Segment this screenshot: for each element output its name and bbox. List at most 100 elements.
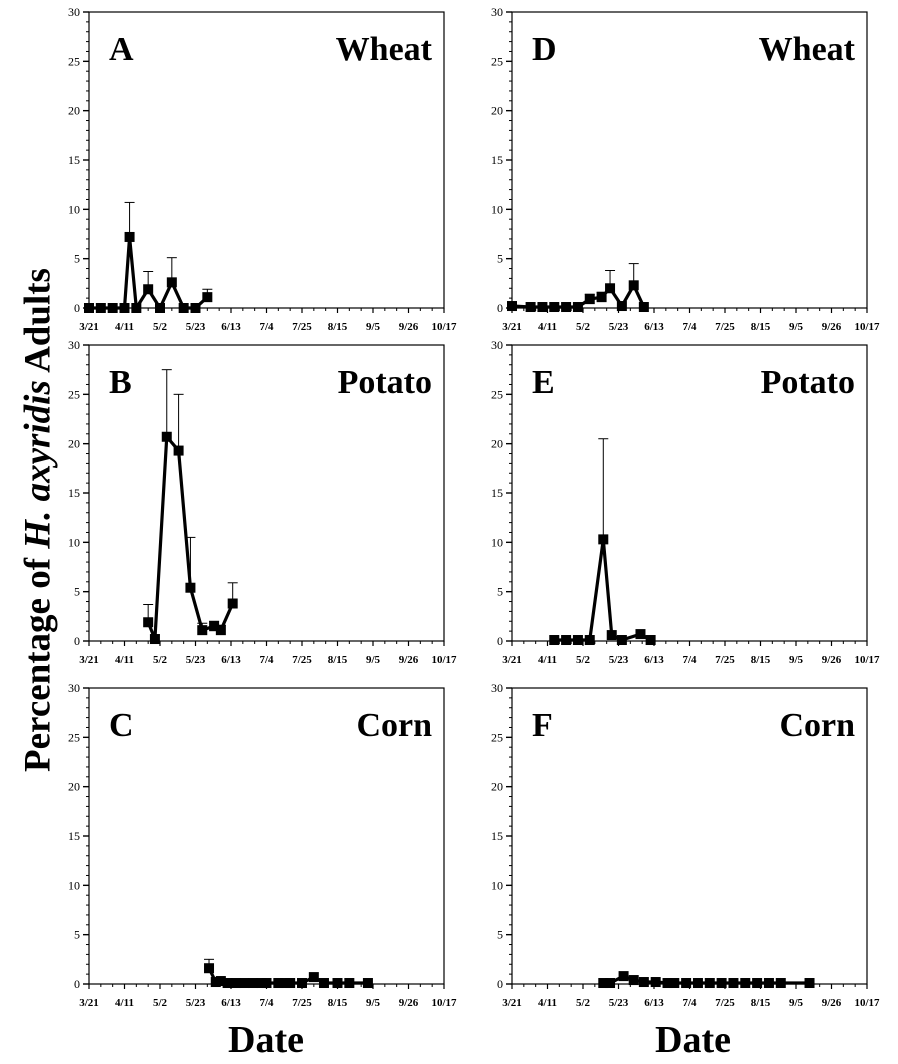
y-tick-label: 0: [497, 634, 503, 648]
x-tick-label: 5/23: [186, 654, 206, 666]
data-point: [173, 445, 184, 456]
x-tick-label: 6/13: [644, 654, 664, 666]
data-point: [204, 963, 215, 974]
panel-a: 0 5 10 15 20 25 30 3/21 4/11 5/2 5/23 6/13 7/4 7/25 8/…: [68, 5, 457, 333]
x-tick-label: 7/25: [292, 997, 312, 1009]
panel-d: 0 5 10 15 20 25 30 3/21 4/11 5/2 5/23 6/13 7/4 7/25 8/…: [491, 5, 880, 333]
y-tick-label: 5: [497, 585, 503, 599]
x-tick-label: 9/26: [822, 321, 842, 333]
x-tick-label: 9/5: [366, 654, 381, 666]
panel-letter: C: [109, 707, 134, 744]
x-tick-label: 4/11: [538, 997, 557, 1009]
y-tick-label: 30: [68, 338, 80, 352]
x-tick-label: 5/23: [609, 321, 629, 333]
data-point: [247, 978, 258, 989]
data-point: [285, 978, 296, 989]
y-tick-label: 30: [68, 5, 80, 19]
x-tick-label: 3/21: [79, 654, 99, 666]
data-point: [215, 625, 226, 636]
x-tick-label: 8/15: [751, 654, 771, 666]
y-tick-label: 20: [491, 437, 503, 451]
x-tick-label: 9/5: [789, 654, 804, 666]
x-tick-label: 5/23: [609, 654, 629, 666]
data-point: [704, 978, 715, 989]
data-point: [605, 978, 616, 989]
y-tick-label: 5: [74, 252, 80, 266]
y-tick-label: 25: [68, 387, 80, 401]
data-point: [185, 582, 196, 593]
data-point: [227, 598, 238, 609]
x-tick-label: 9/26: [822, 654, 842, 666]
x-tick-label: 7/25: [715, 997, 735, 1009]
data-point: [332, 978, 343, 989]
x-tick-label: 5/23: [186, 321, 206, 333]
x-tick-label: 4/11: [538, 654, 557, 666]
data-point: [297, 978, 307, 989]
data-point: [256, 978, 267, 989]
data-point: [215, 976, 226, 987]
y-tick-label: 25: [68, 54, 80, 68]
x-tick-label: 6/13: [221, 654, 241, 666]
y-tick-label: 5: [497, 928, 503, 942]
data-point: [752, 978, 763, 989]
data-point: [606, 630, 617, 641]
x-tick-label: 3/21: [79, 321, 99, 333]
panel-letter: E: [532, 364, 555, 401]
y-tick-label: 15: [68, 486, 80, 500]
y-tick-label: 20: [68, 780, 80, 794]
data-point: [549, 635, 560, 646]
data-point: [681, 978, 692, 989]
data-point: [143, 617, 154, 628]
y-tick-label: 15: [68, 153, 80, 167]
data-point: [763, 978, 774, 989]
x-tick-label: 5/2: [576, 321, 591, 333]
data-point: [273, 978, 284, 989]
data-point: [178, 303, 189, 313]
y-tick-label: 20: [68, 104, 80, 118]
x-tick-label: 5/2: [576, 654, 591, 666]
panel-crop-name: Wheat: [336, 31, 433, 68]
y-tick-label: 25: [491, 387, 503, 401]
data-point: [628, 280, 639, 291]
data-point: [344, 978, 355, 989]
data-point: [584, 635, 595, 646]
x-tick-label: 3/21: [502, 654, 522, 666]
x-tick-label: 6/13: [644, 997, 664, 1009]
panel-crop-name: Corn: [356, 707, 432, 744]
x-tick-label: 9/5: [789, 321, 804, 333]
data-point: [561, 302, 572, 313]
y-tick-label: 0: [497, 301, 503, 315]
y-tick-label: 30: [491, 681, 503, 695]
x-tick-label: 4/11: [538, 321, 557, 333]
data-point: [143, 284, 154, 295]
panel-crop-name: Potato: [761, 364, 855, 401]
x-tick-label: 5/2: [576, 997, 591, 1009]
x-tick-label: 7/4: [259, 997, 274, 1009]
y-tick-label: 30: [491, 338, 503, 352]
data-point: [728, 978, 739, 989]
panel-crop-name: Wheat: [759, 31, 856, 68]
data-point: [662, 978, 673, 989]
x-tick-label: 5/23: [609, 997, 629, 1009]
x-tick-label: 9/5: [366, 321, 381, 333]
data-point: [222, 978, 233, 989]
y-tick-label: 10: [491, 202, 503, 216]
y-tick-label: 20: [491, 104, 503, 118]
x-tick-label: 5/2: [153, 654, 168, 666]
x-tick-label: 7/4: [682, 997, 697, 1009]
y-tick-label: 15: [491, 829, 503, 843]
data-point: [740, 978, 751, 989]
data-point: [155, 303, 165, 313]
x-tick-label: 10/17: [854, 321, 880, 333]
x-tick-label: 10/17: [431, 997, 457, 1009]
x-tick-label: 8/15: [328, 321, 348, 333]
x-tick-label: 9/26: [399, 321, 419, 333]
data-point: [124, 231, 135, 242]
x-tick-label: 7/25: [292, 654, 312, 666]
x-tick-label: 9/5: [789, 997, 804, 1009]
x-tick-label: 7/4: [682, 654, 697, 666]
data-point: [549, 302, 560, 313]
y-tick-label: 0: [74, 301, 80, 315]
y-tick-label: 10: [68, 202, 80, 216]
